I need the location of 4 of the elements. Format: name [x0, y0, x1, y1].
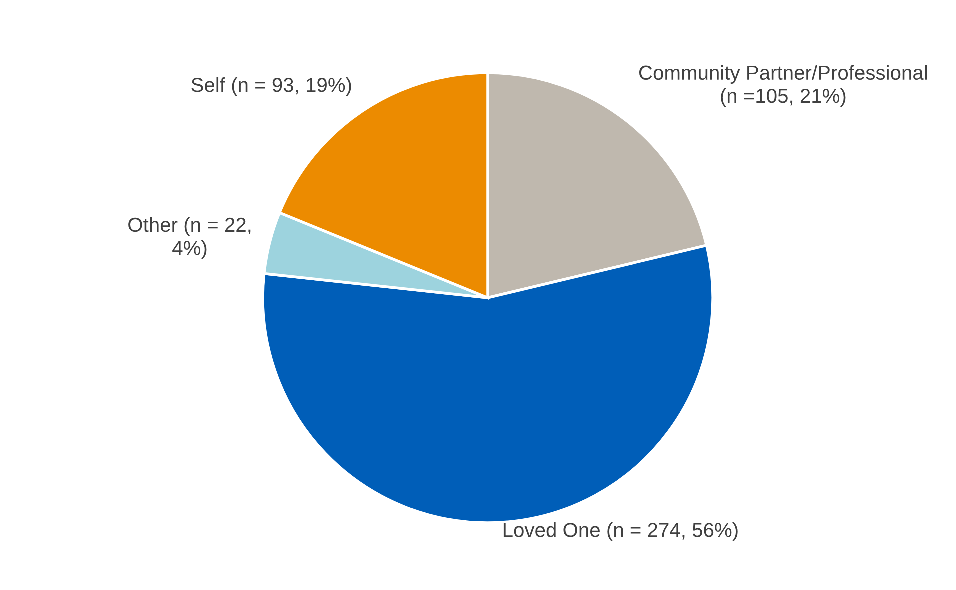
slice-label: Loved One (n = 274, 56%)	[504, 522, 738, 542]
slice-label: Other (n = 22, 4%)	[128, 217, 251, 260]
slice-label: Self (n = 93, 19%)	[192, 78, 352, 96]
slice-label: Community Partner/Professional (n =105, 21%)	[639, 65, 928, 108]
